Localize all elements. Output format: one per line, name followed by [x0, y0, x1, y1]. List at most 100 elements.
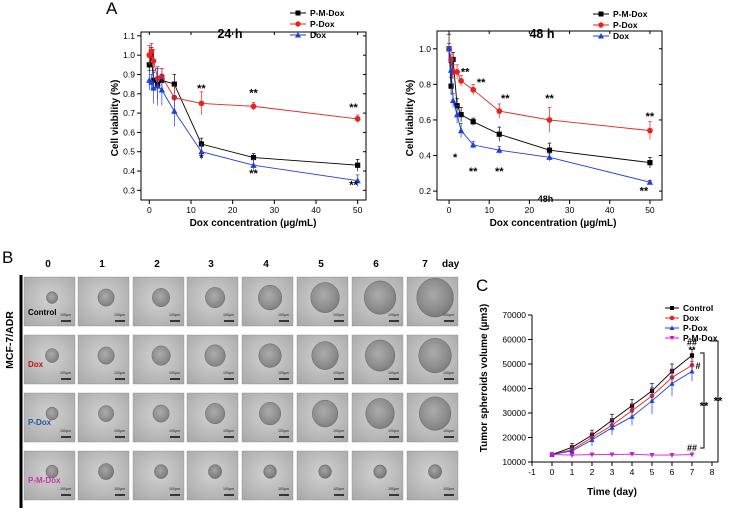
legend-label-p-dox: P-Dox: [683, 323, 708, 333]
scale-bar-label: 100µm: [388, 371, 399, 375]
chart-c-ylabel: Tumor spheroids volume (µm3): [479, 304, 490, 452]
spheroid: [98, 405, 114, 422]
point-p-dox: [609, 424, 615, 430]
legend-label-p-m-dox: P-M-Dox: [310, 8, 345, 18]
significance-marker: **: [249, 88, 258, 100]
micrograph-p-m-dox-day-0: 100µm: [23, 450, 76, 501]
row-label-p-dox: P-Dox: [28, 418, 52, 427]
micrograph-p-dox-day-5: 100µm: [296, 392, 349, 443]
significance-marker: **: [495, 166, 504, 178]
point-p-dox: [496, 108, 503, 114]
chart-a2-xtick-label: 40: [605, 205, 615, 215]
point-p-dox: [669, 380, 675, 386]
point-p-dox: [150, 58, 157, 64]
legend-entry-dox: Dox: [665, 313, 699, 323]
point-dox: [148, 78, 155, 85]
scale-bar-label: 100µm: [443, 429, 454, 433]
micrograph-control-day-3: 100µm: [186, 276, 239, 327]
spheroid: [373, 464, 387, 479]
series-line-control: [551, 355, 693, 456]
chart-c-xtick-label: 7: [690, 467, 695, 477]
chart-a1-xtick-label: 20: [228, 205, 238, 215]
spheroid: [259, 402, 281, 425]
significance-marker: *: [453, 152, 458, 164]
micrograph-control-day-4: 100µm: [241, 276, 294, 327]
point-p-m-dox: [589, 452, 595, 458]
point-p-m-dox: [689, 452, 695, 458]
chart-c-ytick-label: 70000: [502, 310, 526, 320]
point-p-dox: [448, 56, 454, 63]
spheroid-edge: [204, 344, 226, 367]
point-dox: [250, 161, 257, 168]
panel-letter-a: A: [106, 0, 118, 18]
point-control: [689, 353, 695, 358]
scale-bar-label: 100µm: [333, 371, 344, 375]
legend-marker-square: [295, 10, 301, 16]
chart-c-ytick-label: 50000: [502, 359, 526, 369]
point-p-m-dox: [496, 131, 502, 137]
legend-entry-dox: Dox: [593, 31, 629, 41]
chart-a1-ytick-label: 0.7: [123, 108, 135, 118]
chart-a1-ytick-label: 0.6: [123, 127, 135, 137]
spheroid: [263, 464, 277, 479]
day-label-0: 0: [45, 259, 51, 270]
significance-marker: **: [640, 186, 649, 198]
spheroid: [419, 396, 451, 431]
chart-a1-ytick-label: 0.8: [123, 89, 135, 99]
significance-marker: #: [695, 361, 700, 371]
legend-entry-dox: Dox: [290, 30, 326, 40]
scale-bar-label: 100µm: [114, 487, 125, 491]
chart-a2-plot-frame: [436, 30, 663, 201]
legend-entry-p-dox: P-Dox: [665, 323, 708, 333]
chart-a2-axes: 0 10 20 30 40 50 0.2 0.4 0.6 0.8 1.0: [419, 30, 663, 215]
chart-a1-xtick-label: 30: [270, 205, 280, 215]
chart-a2-xtick-label: 0: [447, 205, 452, 215]
point-p-dox: [649, 398, 655, 403]
chart-c-xtick-label: 4: [630, 467, 635, 477]
spheroid: [364, 280, 396, 315]
row-label-control: Control: [28, 308, 56, 317]
chart-c-xtick-label: -1: [528, 467, 536, 477]
chart-a1-ytick-label: 1.0: [123, 50, 135, 60]
legend-marker-square: [598, 11, 604, 17]
chart-a1-ytick-label: 1.1: [123, 31, 135, 41]
scale-bar-label: 100µm: [114, 429, 125, 433]
legend-entry-control: Control: [665, 303, 713, 313]
spheroid: [154, 464, 168, 479]
image-row-control: 100µm 100µm 100µm 100µm 100µm 100µm 100µm 100µm…: [23, 276, 459, 327]
chart-a2-xtick-label: 20: [525, 205, 535, 215]
point-dox: [445, 45, 453, 52]
day-label-3: 3: [208, 259, 214, 270]
chart-a2-ytick-label: 1.0: [419, 44, 431, 54]
point-p-dox: [454, 69, 460, 75]
spheroid: [151, 345, 171, 366]
micrograph-background: [77, 450, 130, 501]
scale-bar-label: 100µm: [278, 487, 289, 491]
scale-bar-label: 100µm: [223, 487, 234, 491]
micrograph-control-day-0: 100µm: [23, 276, 76, 327]
spheroid: [204, 344, 226, 367]
chart-a2-ytick-label: 0.8: [419, 79, 431, 89]
legend-marker-circle: [669, 315, 675, 321]
spheroid: [45, 407, 59, 421]
chart-c-xtick-label: 5: [650, 467, 655, 477]
micrograph-control-day-6: 100µm: [351, 276, 404, 327]
chart-24h-title: 24 h: [217, 27, 242, 41]
micrograph-control-day-1: 100µm: [77, 276, 130, 327]
micrograph-p-dox-day-2: 100µm: [132, 392, 185, 443]
significance-marker: **: [501, 93, 510, 105]
point-p-m-dox: [546, 147, 553, 153]
chart-a2-ytick-label: 0.4: [419, 151, 431, 161]
spheroid: [416, 278, 454, 317]
image-row-p-dox: 100µm 100µm 100µm 100µm 100µm 100µm 100µm 100µm…: [23, 392, 459, 443]
point-dox: [150, 84, 157, 91]
chart-24h-ylabel: Cell viability (%): [110, 80, 121, 157]
scale-bar-label: 100µm: [278, 371, 289, 375]
spheroid: [311, 341, 339, 370]
micrograph-p-m-dox-day-3: 100µm: [186, 450, 239, 501]
chart-c-ytick-label: 60000: [502, 335, 526, 345]
series-dox: [146, 66, 361, 187]
spheroid-edge: [418, 338, 452, 374]
point-p-dox: [689, 368, 695, 374]
point-dox: [646, 178, 654, 185]
